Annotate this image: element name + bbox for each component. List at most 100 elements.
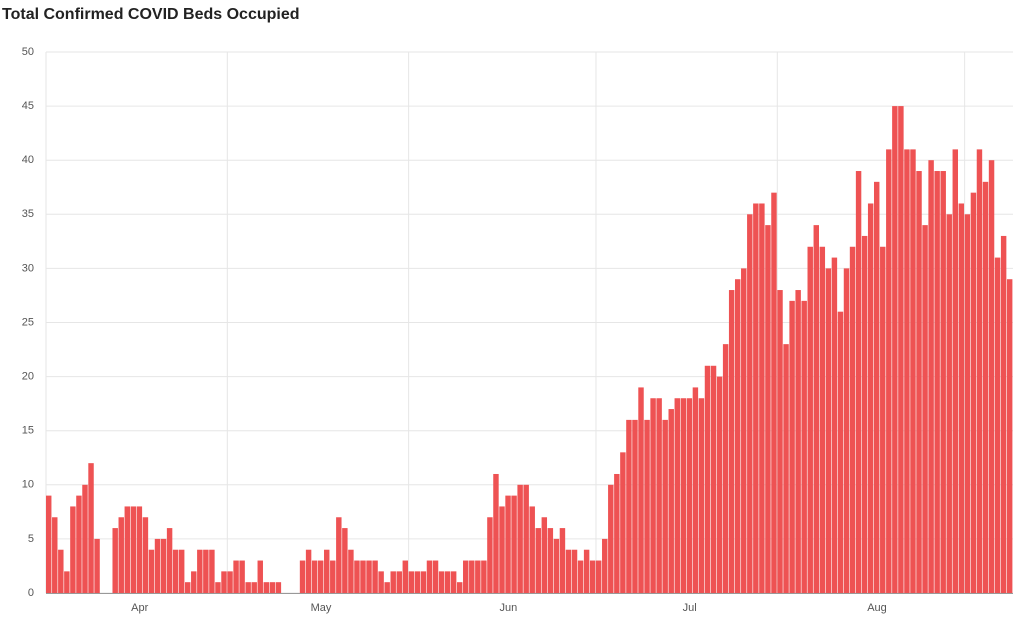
bar xyxy=(753,203,759,594)
bar xyxy=(384,582,390,593)
bar xyxy=(64,571,70,593)
bar xyxy=(964,214,971,594)
bar xyxy=(142,517,149,593)
bar xyxy=(988,160,995,593)
bar xyxy=(898,106,904,593)
bar xyxy=(547,528,554,593)
bar xyxy=(728,290,735,593)
y-tick-label: 5 xyxy=(28,533,34,545)
bar xyxy=(656,398,662,593)
bar xyxy=(185,582,191,593)
bar xyxy=(982,181,989,593)
bar xyxy=(420,571,427,593)
bar xyxy=(722,344,729,593)
bar xyxy=(209,549,215,593)
bar xyxy=(408,571,415,593)
bar xyxy=(565,549,572,593)
bar xyxy=(227,571,233,593)
bar xyxy=(70,506,76,593)
bar xyxy=(952,149,959,593)
bar xyxy=(529,506,535,593)
bar xyxy=(807,246,813,593)
bar xyxy=(450,571,457,593)
bar xyxy=(916,171,922,593)
bar xyxy=(668,409,674,593)
bar xyxy=(487,517,493,593)
bar xyxy=(928,160,934,593)
bar xyxy=(324,549,330,593)
y-tick-label: 40 xyxy=(22,154,34,166)
bar xyxy=(456,582,463,593)
bar xyxy=(88,463,94,593)
bar xyxy=(783,344,789,593)
bar xyxy=(172,549,179,593)
bar xyxy=(82,484,88,593)
y-tick-label: 30 xyxy=(22,262,34,274)
bar xyxy=(432,560,439,593)
bar xyxy=(233,560,239,593)
bar xyxy=(444,571,451,593)
bar xyxy=(970,192,977,593)
bar xyxy=(741,268,747,593)
bar xyxy=(136,506,143,593)
bar xyxy=(559,528,566,593)
bar xyxy=(191,571,197,593)
bar xyxy=(160,538,167,593)
bar xyxy=(402,560,409,593)
bar xyxy=(505,495,511,593)
bar xyxy=(305,549,312,593)
bar xyxy=(910,149,916,593)
bar xyxy=(777,290,783,593)
bar xyxy=(680,398,687,593)
bar xyxy=(112,528,118,593)
bar xyxy=(632,419,638,593)
bar xyxy=(517,484,523,593)
bar xyxy=(620,452,626,593)
bar xyxy=(626,419,632,593)
bar xyxy=(571,549,578,593)
bar xyxy=(922,225,928,593)
bar xyxy=(861,235,868,593)
bar xyxy=(831,257,838,593)
x-tick-label: Aug xyxy=(867,602,887,614)
bar xyxy=(221,571,227,593)
bar xyxy=(662,419,668,593)
bar xyxy=(747,214,753,594)
bar xyxy=(849,246,856,593)
bar xyxy=(124,506,131,593)
bar xyxy=(426,560,433,593)
bar xyxy=(976,149,983,593)
bar xyxy=(765,225,771,593)
bar xyxy=(130,506,137,593)
bar xyxy=(475,560,481,593)
bar xyxy=(843,268,850,593)
bar xyxy=(499,506,505,593)
bar xyxy=(46,495,52,593)
bar xyxy=(759,203,765,594)
bar xyxy=(511,495,517,593)
bar xyxy=(178,549,185,593)
bar xyxy=(390,571,396,593)
bar xyxy=(674,398,680,593)
bar xyxy=(704,365,711,593)
bar xyxy=(251,582,257,593)
bar xyxy=(940,171,946,593)
bar xyxy=(583,549,590,593)
bar xyxy=(336,517,342,593)
bar xyxy=(716,376,723,593)
x-tick-label: Jun xyxy=(499,602,517,614)
bar xyxy=(523,484,529,593)
bar xyxy=(958,203,965,594)
bar xyxy=(535,528,541,593)
bar xyxy=(577,560,584,593)
bar xyxy=(698,398,705,593)
x-tick-label: Apr xyxy=(131,602,148,614)
bar xyxy=(257,560,263,593)
bar xyxy=(734,279,741,593)
bar xyxy=(886,149,892,593)
bar xyxy=(94,538,100,593)
bar xyxy=(215,582,221,593)
bar xyxy=(245,582,251,593)
y-tick-label: 25 xyxy=(22,316,34,328)
